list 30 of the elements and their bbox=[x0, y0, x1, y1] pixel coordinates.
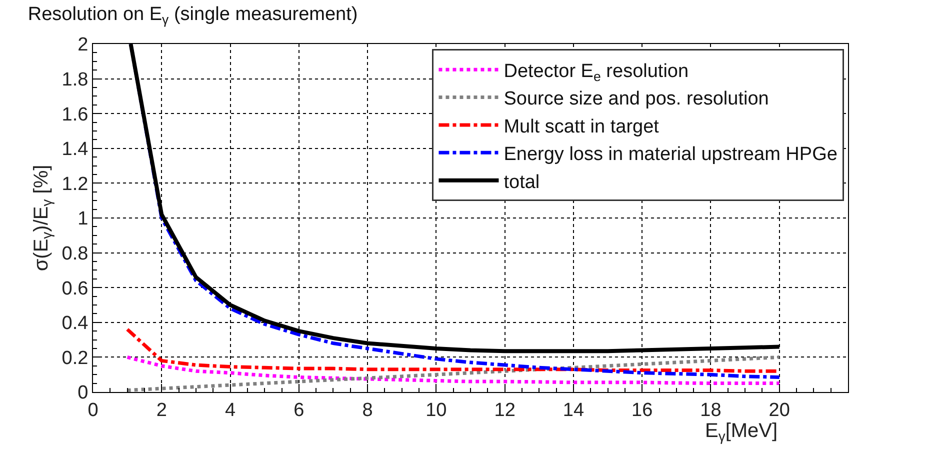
x-tick-label: 6 bbox=[294, 400, 304, 421]
x-tick-label: 12 bbox=[494, 400, 516, 421]
x-tick-label: 18 bbox=[700, 400, 722, 421]
x-tick-label: 2 bbox=[156, 400, 167, 421]
legend-label: Energy loss in material upstream HPGe bbox=[504, 144, 838, 166]
y-tick-label: 1.4 bbox=[62, 139, 89, 160]
chart-title: Resolution on E$_{γ}$ (single measurement) bbox=[28, 4, 358, 28]
y-tick-label: 1.6 bbox=[62, 104, 88, 126]
legend-label: total bbox=[504, 172, 540, 193]
x-tick-label: 10 bbox=[426, 400, 447, 421]
y-tick-label: 0.4 bbox=[62, 313, 89, 334]
line-series bbox=[126, 355, 782, 386]
y-tick-label: 1 bbox=[78, 208, 88, 230]
legend-label: Source size and pos. resolution bbox=[504, 88, 769, 110]
y-tick-label: 0.8 bbox=[62, 243, 88, 264]
y-tick-label: 0.2 bbox=[62, 348, 88, 369]
y-tick-label: 1.8 bbox=[62, 69, 88, 90]
y-tick-label: 0.6 bbox=[62, 278, 88, 300]
x-tick-label: 16 bbox=[632, 400, 653, 421]
legend-label: Mult scatt in target bbox=[504, 116, 660, 138]
legend-label: Detector E$_{e}$ resolution bbox=[504, 60, 689, 84]
x-tick-label: 14 bbox=[562, 400, 584, 421]
y-tick-label: 0 bbox=[78, 382, 88, 404]
line-series bbox=[126, 355, 782, 392]
x-tick-label: 20 bbox=[768, 400, 790, 421]
x-tick-label: 8 bbox=[362, 400, 373, 421]
y-tick-label: 2 bbox=[78, 34, 88, 56]
x-axis-title: E$_{γ}$[MeV] bbox=[705, 420, 778, 444]
x-tick-label: 4 bbox=[224, 400, 236, 421]
y-tick-label: 1.2 bbox=[62, 174, 88, 195]
